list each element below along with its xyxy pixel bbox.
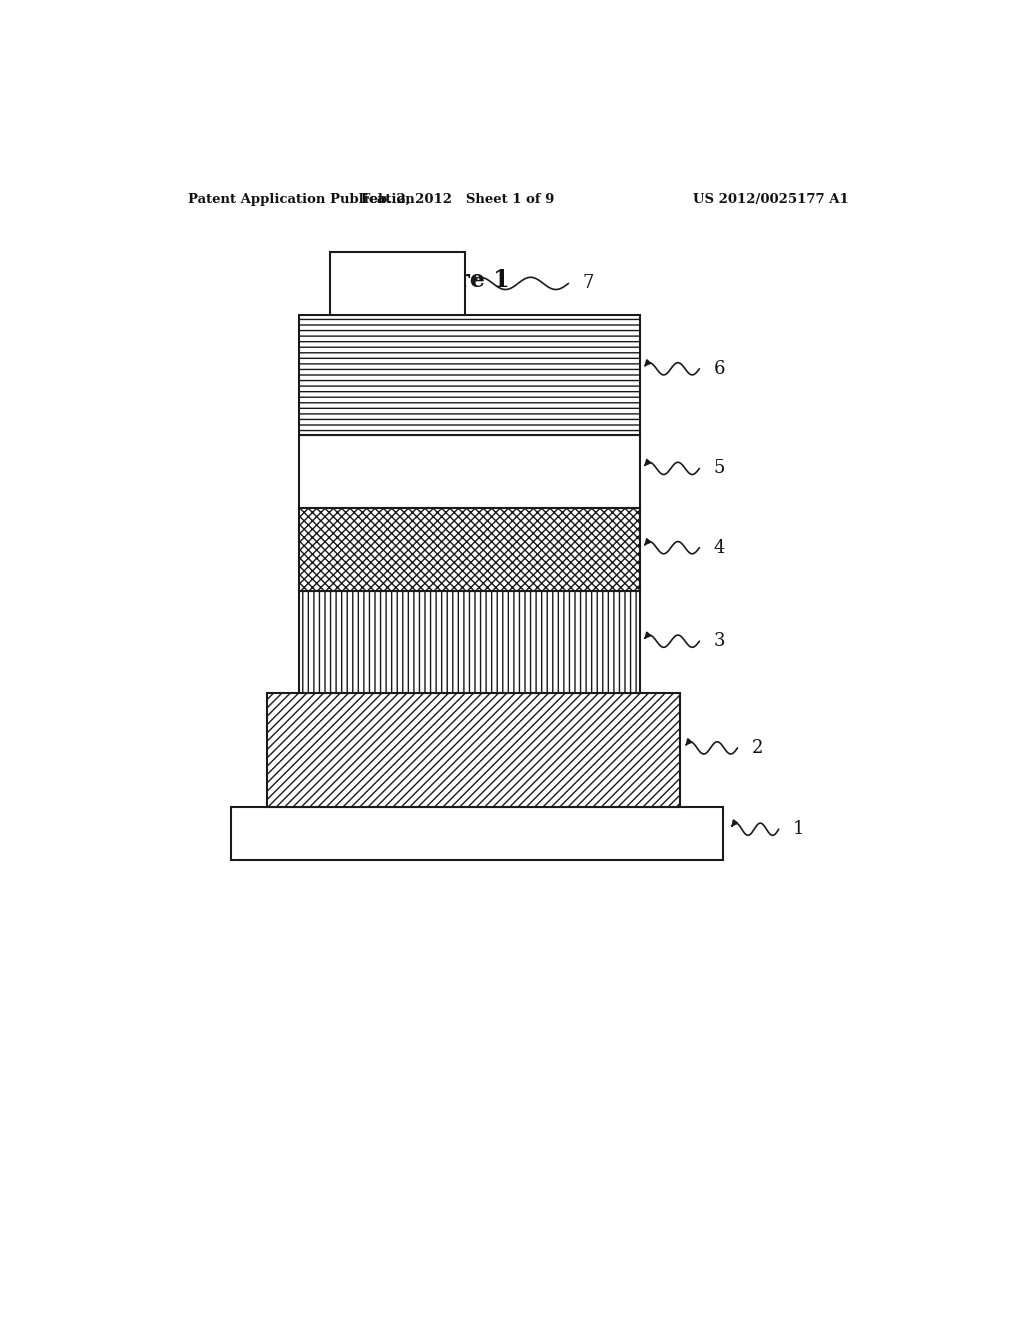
Bar [299,591,640,693]
Text: US 2012/0025177 A1: US 2012/0025177 A1 [693,193,849,206]
Text: 7: 7 [583,275,594,293]
Text: Feb. 2, 2012   Sheet 1 of 9: Feb. 2, 2012 Sheet 1 of 9 [360,193,554,206]
Text: 3: 3 [714,632,725,651]
Bar [331,252,465,315]
Bar [231,807,723,859]
Bar [299,315,640,434]
Bar [267,693,680,807]
Text: 2: 2 [752,739,763,756]
Text: 1: 1 [793,820,805,838]
Text: 5: 5 [714,459,725,478]
Text: Patent Application Publication: Patent Application Publication [187,193,415,206]
Text: Figure 1: Figure 1 [397,268,509,292]
Text: 4: 4 [714,539,725,557]
Bar [299,434,640,508]
Bar [299,508,640,591]
Text: 6: 6 [714,360,725,378]
